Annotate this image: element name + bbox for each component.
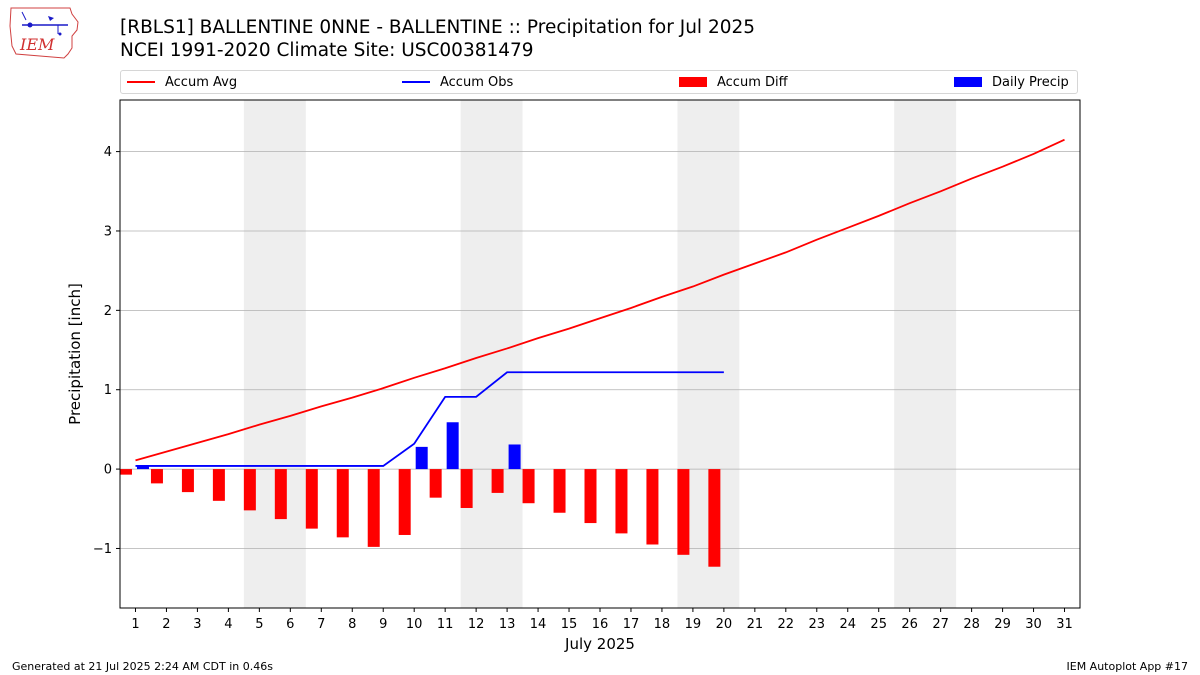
x-tick-label: 9 xyxy=(379,617,387,632)
accum-diff-bar xyxy=(243,469,256,511)
legend-swatch-daily-precip xyxy=(954,77,982,87)
iem-logo: IEM xyxy=(9,7,79,59)
accum-diff-bar xyxy=(212,469,225,501)
iem-logo-text: IEM xyxy=(19,35,55,54)
x-tick-label: 25 xyxy=(870,617,887,632)
weekend-shading xyxy=(243,100,957,608)
legend-label-accum-diff: Accum Diff xyxy=(717,74,788,90)
x-tick-label: 19 xyxy=(685,617,702,632)
app-label: IEM Autoplot App #17 xyxy=(1066,660,1189,673)
x-tick-label: 18 xyxy=(654,617,671,632)
x-tick-label: 26 xyxy=(901,617,918,632)
y-tick-label: 1 xyxy=(104,383,112,398)
x-tick-label: 10 xyxy=(406,617,423,632)
chart-legend: Accum Avg Accum Obs Accum Diff Daily Pre… xyxy=(120,70,1078,94)
chart-subtitle: NCEI 1991-2020 Climate Site: USC00381479 xyxy=(120,40,534,61)
lines xyxy=(135,138,1065,467)
accum-diff-bar xyxy=(429,469,442,498)
x-tick-label: 2 xyxy=(162,617,170,632)
x-tick-label: 23 xyxy=(809,617,826,632)
legend-label-accum-obs: Accum Obs xyxy=(440,74,514,90)
accum-diff-bar xyxy=(119,469,132,475)
x-tick-label: 13 xyxy=(499,617,516,632)
legend-label-accum-avg: Accum Avg xyxy=(165,74,238,90)
x-tick-label: 3 xyxy=(193,617,201,632)
y-tick-label: −1 xyxy=(93,542,112,557)
y-gridlines xyxy=(120,151,1080,549)
accum-diff-bar xyxy=(646,469,659,545)
accum-diff-bar xyxy=(677,469,690,555)
x-tick-label: 1 xyxy=(131,617,139,632)
x-tick-label: 30 xyxy=(1025,617,1042,632)
x-tick-label: 6 xyxy=(286,617,294,632)
accum-obs-line xyxy=(135,371,724,467)
accum-diff-bar xyxy=(398,469,411,535)
x-tick-label: 21 xyxy=(747,617,764,632)
accum-avg-line xyxy=(135,138,1065,462)
x-tick-label: 16 xyxy=(592,617,609,632)
y-tick-label: 2 xyxy=(104,304,112,319)
daily-precip-bar xyxy=(415,446,428,470)
chart-title: [RBLS1] BALLENTINE 0NNE - BALLENTINE :: … xyxy=(120,17,756,38)
y-axis-label: Precipitation [inch] xyxy=(66,283,84,425)
accum-diff-bar xyxy=(584,469,597,524)
accum-diff-bar xyxy=(367,469,380,547)
x-tick-label: 5 xyxy=(255,617,263,632)
legend-swatch-accum-avg xyxy=(127,81,155,83)
accum-diff-bar xyxy=(491,469,504,493)
accum-diff-bar xyxy=(460,469,473,508)
daily-precip-bar xyxy=(508,444,521,470)
daily-precip-bar xyxy=(136,465,149,470)
weekend-band xyxy=(243,100,306,608)
accum-diff-bar xyxy=(336,469,349,538)
legend-entry-accum-avg: Accum Avg xyxy=(127,71,237,93)
x-tick-label: 14 xyxy=(530,617,547,632)
x-tick-label: 15 xyxy=(561,617,578,632)
accum-diff-bar xyxy=(553,469,566,513)
legend-swatch-accum-diff xyxy=(679,77,707,87)
x-tick-label: 22 xyxy=(778,617,795,632)
x-tick-label: 28 xyxy=(963,617,980,632)
x-tick-label: 17 xyxy=(623,617,640,632)
legend-entry-daily-precip: Daily Precip xyxy=(954,71,1069,93)
y-tick-label: 0 xyxy=(104,463,112,478)
x-tick-label: 12 xyxy=(468,617,485,632)
x-tick-label: 27 xyxy=(932,617,949,632)
y-tick-label: 4 xyxy=(104,145,112,160)
x-tick-label: 4 xyxy=(224,617,232,632)
generated-timestamp: Generated at 21 Jul 2025 2:24 AM CDT in … xyxy=(12,660,273,673)
accum-diff-bar xyxy=(181,469,194,493)
legend-label-daily-precip: Daily Precip xyxy=(992,74,1069,90)
x-tick-label: 31 xyxy=(1056,617,1073,632)
bars xyxy=(119,422,721,567)
accum-diff-bar xyxy=(305,469,318,529)
legend-entry-accum-obs: Accum Obs xyxy=(402,71,513,93)
x-axis-label: July 2025 xyxy=(564,635,635,653)
x-tick-label: 11 xyxy=(437,617,454,632)
daily-precip-bar xyxy=(446,422,459,470)
accum-diff-bar xyxy=(522,469,535,504)
x-tick-label: 29 xyxy=(994,617,1011,632)
legend-entry-accum-diff: Accum Diff xyxy=(679,71,788,93)
accum-diff-bar xyxy=(615,469,628,534)
weekend-band xyxy=(894,100,957,608)
accum-diff-bar xyxy=(274,469,287,520)
accum-diff-bar xyxy=(708,469,721,567)
x-tick-label: 24 xyxy=(839,617,856,632)
x-tick-label: 7 xyxy=(317,617,325,632)
accum-diff-bar xyxy=(150,469,163,484)
legend-swatch-accum-obs xyxy=(402,81,430,83)
y-tick-label: 3 xyxy=(104,224,112,239)
x-tick-label: 20 xyxy=(716,617,733,632)
x-tick-label: 8 xyxy=(348,617,356,632)
iowa-outline-icon xyxy=(9,7,79,59)
